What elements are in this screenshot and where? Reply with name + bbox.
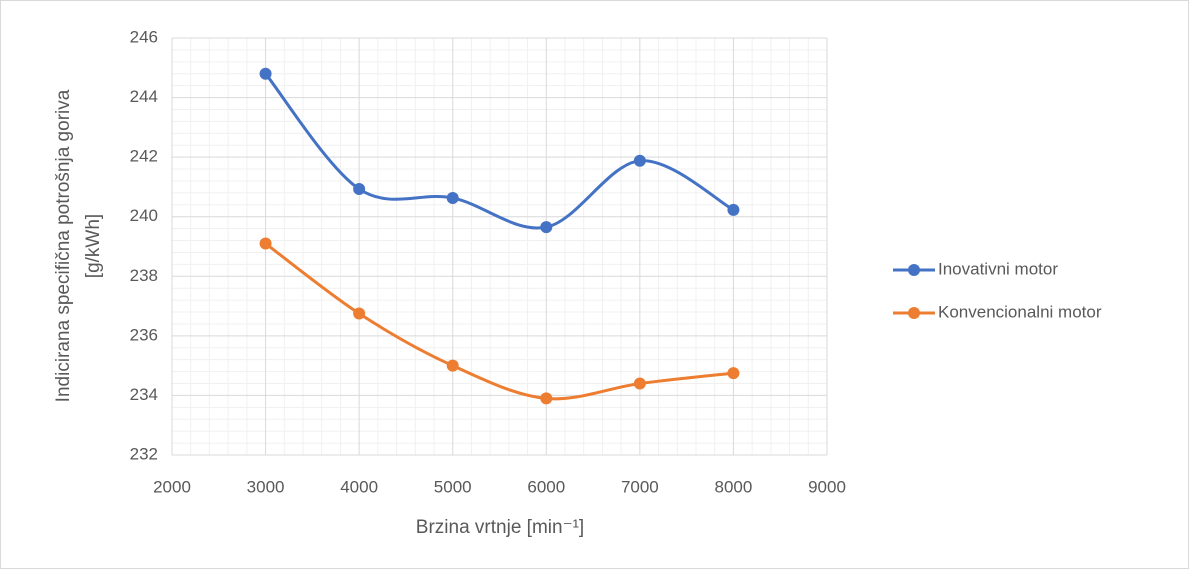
y-tick-label: 242 [130, 147, 158, 166]
x-tick-label: 3000 [247, 477, 285, 496]
x-tick-label: 2000 [153, 477, 191, 496]
marker [540, 392, 553, 405]
marker [633, 154, 646, 167]
x-tick-label: 8000 [715, 477, 753, 496]
marker [259, 67, 272, 80]
y-tick-label: 240 [130, 206, 158, 225]
x-tick-label: 6000 [527, 477, 565, 496]
marker [633, 377, 646, 390]
x-axis-title: Brzina vrtnje [min⁻¹] [416, 517, 584, 538]
x-tick-label: 9000 [808, 477, 846, 496]
marker [353, 307, 366, 320]
marker [259, 237, 272, 250]
y-tick-label: 244 [130, 87, 158, 106]
legend-label: Inovativni motor [938, 259, 1058, 278]
marker [540, 221, 553, 234]
y-axis-title: [g/kWh] [83, 214, 104, 278]
y-tick-label: 246 [130, 27, 158, 46]
y-tick-label: 232 [130, 444, 158, 463]
marker [727, 203, 740, 216]
marker [446, 191, 459, 204]
y-tick-label: 238 [130, 266, 158, 285]
x-tick-label: 4000 [340, 477, 378, 496]
legend-marker [908, 307, 920, 319]
legend-marker [908, 264, 920, 276]
y-tick-label: 234 [130, 385, 158, 404]
x-tick-label: 7000 [621, 477, 659, 496]
x-tick-label: 5000 [434, 477, 472, 496]
marker [727, 367, 740, 380]
marker [446, 359, 459, 372]
y-axis-title: Indicirana specifična potrošnja goriva [53, 89, 74, 402]
legend-label: Konvencionalni motor [938, 302, 1102, 321]
y-tick-label: 236 [130, 325, 158, 344]
marker [353, 183, 366, 196]
